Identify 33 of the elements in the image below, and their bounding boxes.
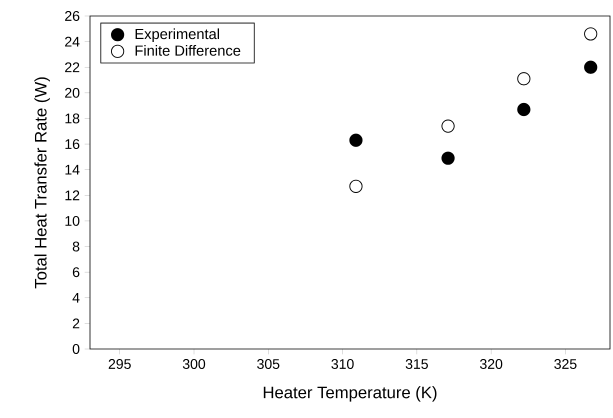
x-tick-label: 315 [406, 359, 428, 369]
point [441, 120, 455, 133]
point [517, 102, 530, 116]
y-tick-label: 26 [65, 11, 80, 21]
x-tick-label: 325 [554, 359, 577, 369]
point [584, 60, 598, 74]
y-axis-title: Total Heat Transfer Rate (W) [34, 77, 50, 288]
point [584, 27, 598, 41]
point [349, 180, 363, 193]
y-tick-label: 2 [72, 318, 80, 328]
legend-label: Finite Difference [136, 45, 240, 56]
y-tick-label: 12 [65, 190, 80, 200]
x-tick-label: 320 [480, 359, 502, 369]
y-tick-label: 24 [65, 36, 80, 46]
x-axis-title: Heater Temperature (K) [264, 386, 436, 402]
point [349, 134, 363, 147]
y-tick-label: 18 [65, 114, 80, 124]
x-tick-label: 295 [108, 359, 131, 369]
y-tick-label: 20 [65, 88, 80, 98]
y-tick-label: 14 [65, 164, 80, 175]
y-tick-label: 0 [72, 344, 80, 354]
y-tick-label: 10 [65, 216, 80, 226]
point [441, 152, 455, 165]
y-tick-label: 6 [72, 267, 80, 278]
y-tick-label: 4 [72, 292, 80, 303]
legend-label: Experimental [136, 28, 220, 42]
y-tick-label: 16 [65, 139, 80, 150]
x-tick-label: 305 [257, 359, 280, 369]
y-tick-label: 8 [72, 242, 80, 252]
y-tick-label: 22 [65, 62, 80, 72]
point [517, 72, 530, 86]
x-tick-label: 310 [331, 359, 354, 369]
x-tick-label: 300 [182, 359, 206, 369]
